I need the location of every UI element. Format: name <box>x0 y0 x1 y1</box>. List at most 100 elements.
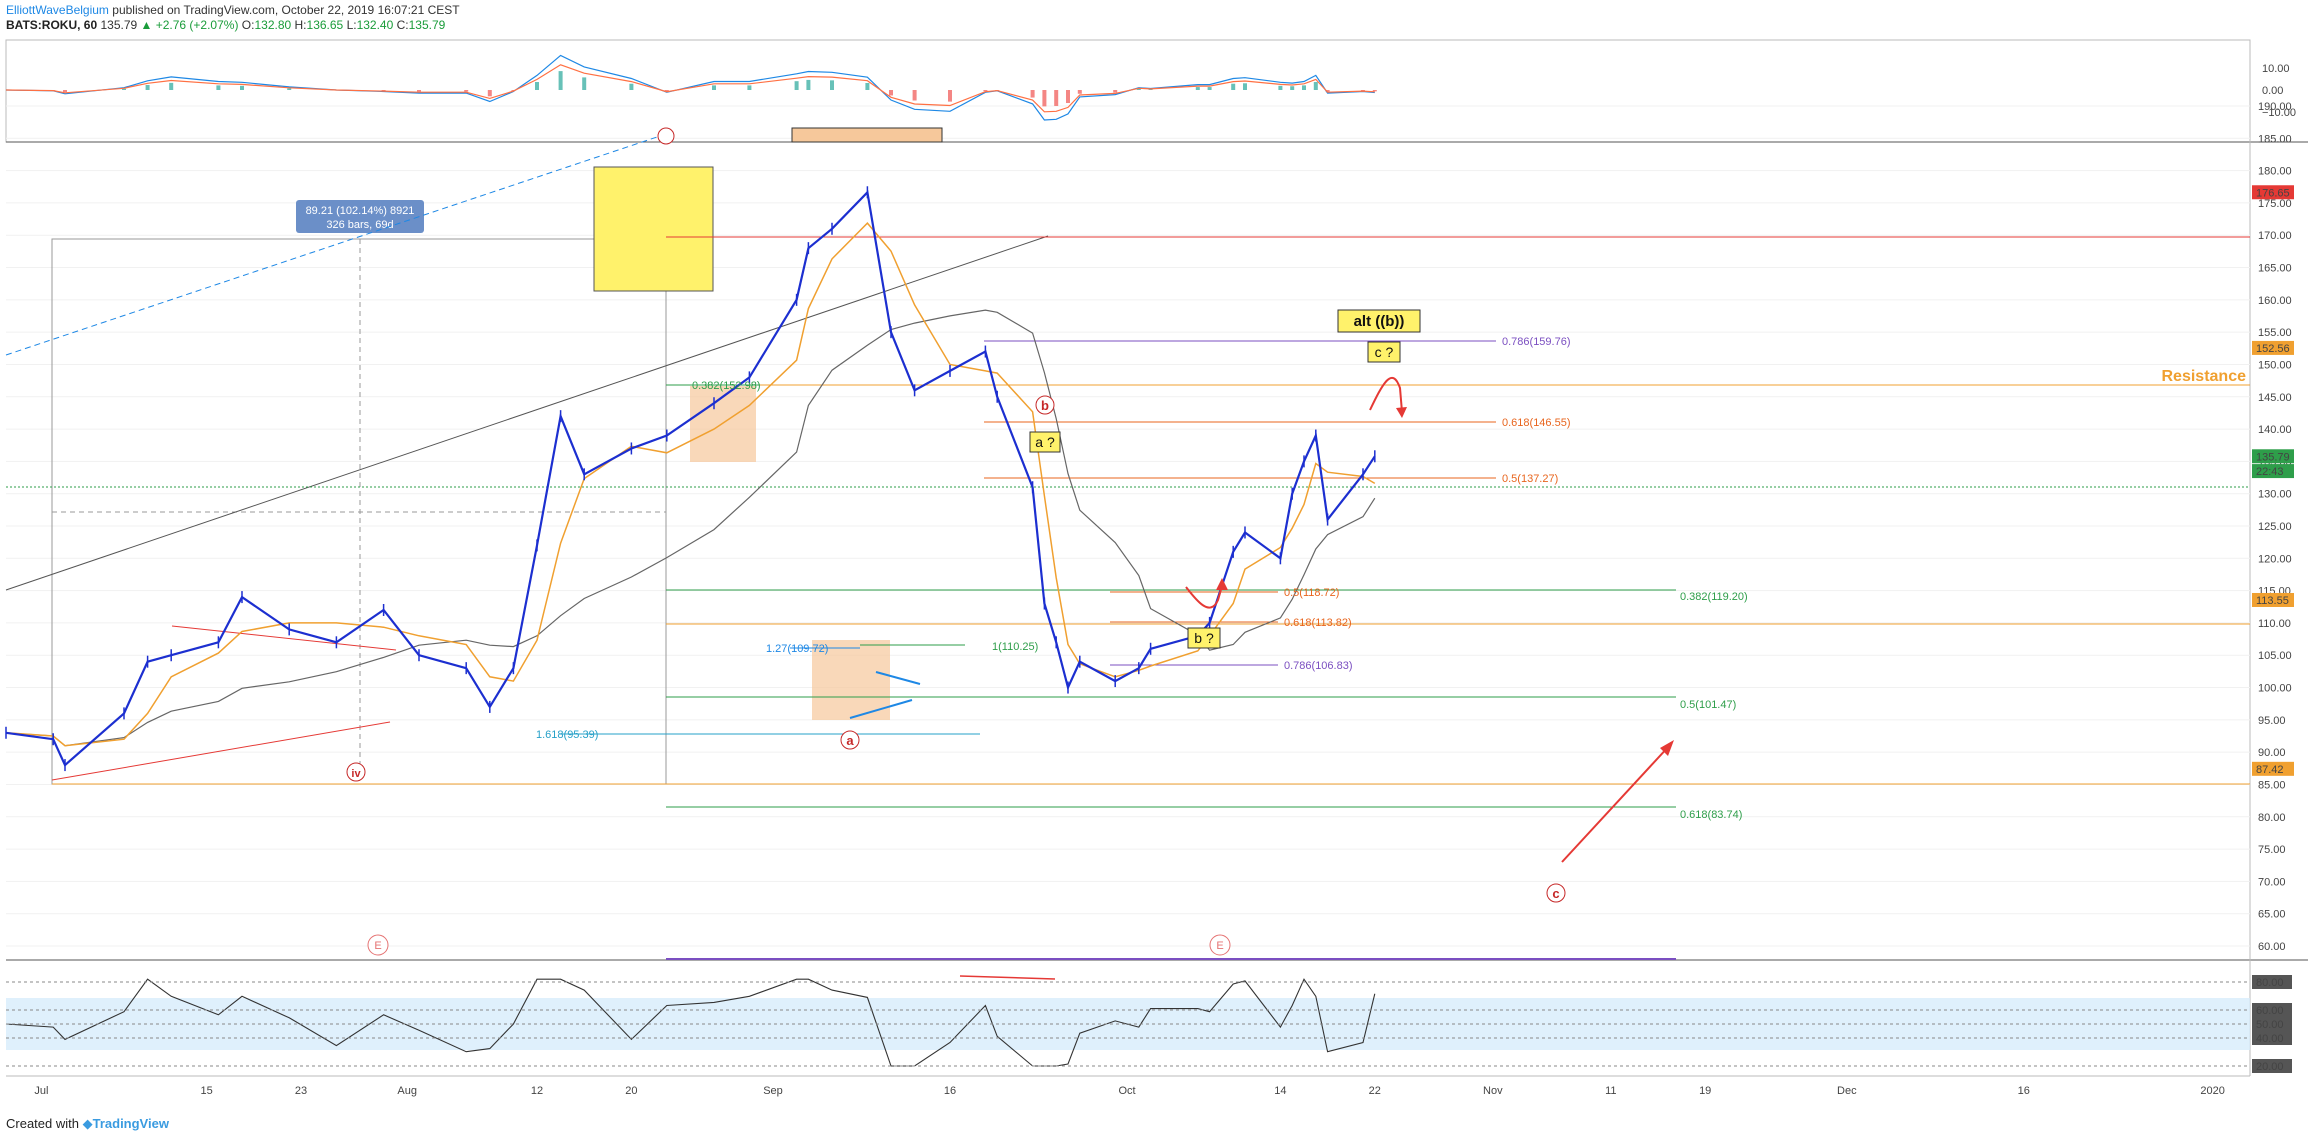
price-tick-label: 105.00 <box>2258 650 2292 662</box>
price-tick-label: 110.00 <box>2258 618 2291 630</box>
tradingview-brand[interactable]: TradingView <box>92 1116 169 1131</box>
macd-histogram-bar <box>1302 85 1306 90</box>
macd-histogram-bar <box>240 85 244 90</box>
fib-level-label: 0.5(137.27) <box>1502 473 1558 485</box>
price-tag-bg <box>2252 761 2294 776</box>
time-tick-label: 20 <box>625 1085 637 1097</box>
macd-histogram-bar <box>1290 86 1295 90</box>
fib-level-label: 0.618(83.74) <box>1680 809 1742 821</box>
fib-level-label: 0.5(101.47) <box>1680 699 1736 711</box>
ohlc-line: BATS:ROKU, 60 135.79 ▲ +2.76 (+2.07%) O:… <box>6 18 460 33</box>
price-tick-label: 175.00 <box>2258 198 2292 210</box>
price-tick-label: 60.00 <box>2258 941 2286 953</box>
c-question-label: c ? <box>1375 344 1394 360</box>
earnings-event-1[interactable] <box>367 934 389 956</box>
published-text: published on TradingView.com, October 22… <box>112 3 460 17</box>
triangle-lower-line <box>51 721 391 781</box>
macd-histogram-bar <box>794 81 799 90</box>
price-tag-label: 87.42 <box>2256 764 2284 776</box>
chart-header: ElliottWaveBelgium published on TradingV… <box>6 3 460 33</box>
time-tick-label: 19 <box>1699 1085 1711 1097</box>
price-tag-label: 22:43 <box>2256 466 2284 478</box>
macd-histogram-bar <box>1077 90 1082 94</box>
time-axis[interactable]: Jul 15 23 Aug 12 20 Sep 16 Oct 14 22 Nov 11 19 Dec 16 20… <box>34 1085 2224 1097</box>
price-tick-label: 190.00 <box>2258 101 2292 113</box>
symbol-label[interactable]: BATS:ROKU, 60 <box>6 18 98 32</box>
price-tick-label: 160.00 <box>2258 295 2292 307</box>
macd-histogram-bar <box>1066 90 1070 104</box>
rsi-tick-bg <box>2252 1017 2292 1031</box>
price-tick-label: 185.00 <box>2258 133 2292 145</box>
macd-histogram-bar <box>1313 82 1318 90</box>
b-question-box <box>1187 627 1221 649</box>
fast-moving-average <box>5 221 1376 747</box>
alt-b-label: alt ((b)) <box>1354 313 1405 330</box>
a-question-label: a ? <box>1035 434 1055 450</box>
time-tick-label: 15 <box>200 1085 212 1097</box>
macd-signal-line <box>5 64 1375 113</box>
macd-histogram-bar <box>63 90 67 93</box>
price-tick-label: 90.00 <box>2258 747 2286 759</box>
price-tick-label: 180.00 <box>2258 166 2292 178</box>
fib-level-label: 0.786(106.83) <box>1284 660 1353 672</box>
time-tick-label: Jul <box>34 1085 48 1097</box>
macd-histogram-bar <box>889 90 893 96</box>
price-tick-label: 150.00 <box>2258 359 2292 371</box>
earnings-event-1-label: E <box>374 940 381 952</box>
macd-orange-box <box>791 127 943 143</box>
price-tick-label: 155.00 <box>2258 327 2292 339</box>
b-path-arrow <box>1185 585 1223 609</box>
price-tick-label: 85.00 <box>2258 779 2286 791</box>
rsi-tick-label: 80.00 <box>2256 977 2284 989</box>
macd-histogram-bar <box>1243 83 1247 90</box>
wave-iv-label: iv <box>351 768 361 780</box>
blue-triangle-upper <box>875 671 921 685</box>
wave-c-circle <box>1546 883 1566 903</box>
high-label: H: <box>294 18 307 32</box>
macd-histogram-bar <box>464 90 469 92</box>
earnings-event-2-label: E <box>1216 940 1223 952</box>
last-price: 135.79 <box>100 18 138 32</box>
high-value: 136.65 <box>306 18 344 32</box>
time-tick-label: 16 <box>944 1085 956 1097</box>
macd-histogram-bar <box>1136 88 1141 90</box>
macd-histogram-bar <box>664 90 669 92</box>
fib-level-label: 0.618(113.82) <box>1284 617 1352 629</box>
orange-zone-1 <box>690 386 756 462</box>
price-tag-label: 135.79 <box>2256 451 2290 463</box>
c-target-arrow <box>1561 744 1671 863</box>
rsi-line <box>5 978 1376 1067</box>
rsi-tick-label: 20.00 <box>2256 1061 2284 1073</box>
rsi-tick-label: 40.00 <box>2256 1033 2284 1045</box>
footer: Created with ◆TradingView <box>6 1116 169 1132</box>
price-tag-bg <box>2252 449 2294 464</box>
time-tick-label: 11 <box>1605 1085 1616 1097</box>
fib-labels: 0.786(159.76) 0.618(146.55) 0.5(137.27) 0.3… <box>536 336 1748 821</box>
rsi-tick-bg <box>2252 1059 2292 1073</box>
price-line <box>5 189 1376 767</box>
macd-histogram-bar <box>1231 83 1236 90</box>
measure-tooltip-line2: 326 bars, 69d <box>326 219 393 231</box>
earnings-event-2[interactable] <box>1209 934 1231 956</box>
macd-histogram-bar <box>1372 90 1377 92</box>
time-tick-label: Sep <box>763 1085 783 1097</box>
fib-level-label: 0.618(146.55) <box>1502 417 1571 429</box>
a-question-box <box>1029 431 1061 453</box>
macd-histogram-bar <box>629 83 634 90</box>
price-tick-label: 80.00 <box>2258 812 2286 824</box>
macd-histogram-bar <box>948 90 952 102</box>
measure-tooltip <box>296 200 424 233</box>
macd-histogram-bar <box>558 71 563 90</box>
orange-zone-2 <box>812 640 890 720</box>
macd-histogram-bar <box>1278 85 1283 90</box>
macd-histogram-bar <box>1207 87 1212 90</box>
macd-histogram-bar <box>1195 87 1200 90</box>
author-link[interactable]: ElliottWaveBelgium <box>6 3 109 17</box>
macd-histogram-bar <box>582 77 587 90</box>
macd-histogram-bar <box>1030 90 1035 98</box>
time-tick-label: Oct <box>1118 1085 1135 1097</box>
macd-histogram-bar <box>122 88 126 90</box>
open-value: 132.80 <box>254 18 292 32</box>
time-tick-label: Dec <box>1837 1085 1857 1097</box>
